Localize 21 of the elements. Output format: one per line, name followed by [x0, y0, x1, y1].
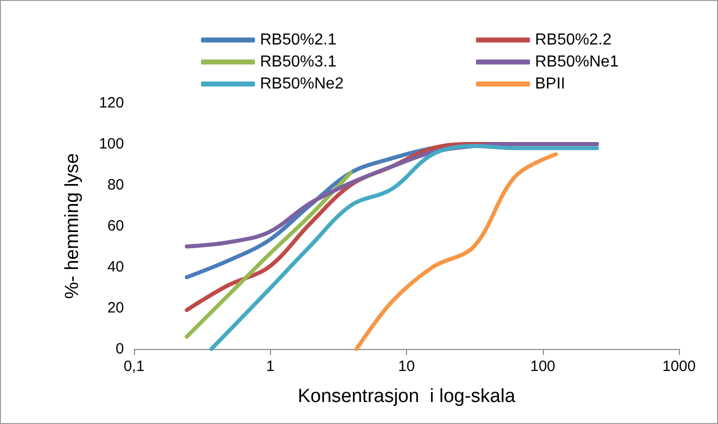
y-tick-label: 40: [107, 258, 124, 276]
legend-label: BPII: [535, 76, 566, 92]
legend-label: RB50%2.2: [535, 32, 612, 48]
y-tick-label: 20: [107, 300, 124, 316]
x-tick-label: 10: [398, 358, 415, 375]
y-tick-label: 0: [116, 340, 124, 358]
x-tick-label: 1: [266, 358, 274, 375]
legend-label: RB50%Ne1: [535, 54, 619, 70]
legend-label: RB50%Ne2: [260, 76, 344, 92]
legend-label: RB50%2.1: [260, 32, 337, 48]
x-tick-label: 1000: [662, 358, 696, 375]
line-series: [184, 170, 353, 339]
y-axis-title: %- hemming lyse: [62, 153, 83, 299]
legend-label: RB50%3.1: [260, 54, 337, 70]
x-tick-label: 0,1: [124, 358, 144, 375]
y-tick-label: 60: [107, 218, 124, 234]
x-tick-label: 100: [530, 358, 556, 375]
y-tick-label: 120: [98, 94, 124, 112]
x-axis-title: Konsentrasjon i log-skala: [298, 386, 516, 407]
y-tick-label: 80: [107, 176, 124, 194]
y-tick-label: 100: [98, 136, 124, 152]
